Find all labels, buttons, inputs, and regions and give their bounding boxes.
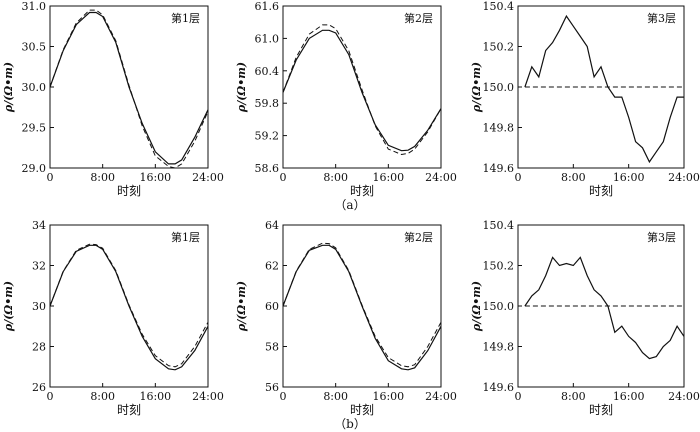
x-axis-label: 时刻 — [117, 184, 141, 198]
series-line-solid — [49, 244, 209, 371]
caption-a: （a） — [334, 198, 365, 212]
y-tick-label: 58.6 — [255, 162, 280, 175]
y-axis-label: ρ/(Ω•m) — [470, 62, 483, 113]
x-tick-label: 0 — [47, 171, 54, 184]
y-tick-label: 61.6 — [255, 0, 280, 13]
y-tick-label: 149.8 — [483, 122, 515, 135]
y-tick-label: 150.2 — [483, 260, 515, 273]
y-tick-label: 60 — [265, 300, 279, 313]
caption-b: （b） — [334, 417, 366, 431]
series-line-solid — [524, 14, 684, 164]
subplot-a-3: 149.6 149.8 150.0 150.2 150.4 0 8:00 16:00 24:00… — [470, 0, 700, 198]
x-tick-label: 24:00 — [668, 390, 700, 403]
y-tick-label: 30 — [32, 300, 46, 313]
x-tick-label: 24:00 — [192, 390, 224, 403]
y-tick-label: 59.8 — [255, 97, 280, 110]
x-tick-label: 8:00 — [323, 171, 348, 184]
y-tick-label: 58 — [265, 341, 279, 354]
x-tick-label: 16:00 — [613, 390, 645, 403]
y-tick-label: 62 — [265, 260, 279, 273]
layer-tag: 第1层 — [171, 11, 200, 25]
x-axis-label: 时刻 — [117, 403, 141, 417]
x-tick-label: 8:00 — [561, 390, 586, 403]
x-tick-label: 0 — [47, 390, 54, 403]
y-tick-label: 60.4 — [255, 65, 280, 78]
x-tick-label: 8:00 — [90, 390, 115, 403]
subplot-a-2: 58.6 59.2 59.8 60.4 61.0 61.6 0 8:00 16:00 24:00 第… — [235, 0, 457, 198]
x-tick-label: 8:00 — [90, 171, 115, 184]
x-axis-label: 时刻 — [350, 184, 374, 198]
series-line-dashed — [282, 24, 442, 156]
y-tick-label: 59.2 — [255, 130, 280, 143]
y-tick-label: 150.0 — [483, 300, 515, 313]
x-tick-label: 16:00 — [372, 171, 404, 184]
y-tick-label: 61.0 — [255, 32, 280, 45]
y-tick-label: 149.8 — [483, 341, 515, 354]
plot-frame — [282, 5, 442, 169]
y-tick-label: 32 — [32, 260, 46, 273]
x-tick-label: 16:00 — [372, 390, 404, 403]
y-tick-label: 28 — [32, 341, 46, 354]
y-tick-label: 64 — [265, 219, 279, 232]
y-tick-label: 150.0 — [483, 81, 515, 94]
series-line-dashed — [49, 243, 209, 368]
y-tick-label: 150.4 — [483, 219, 515, 232]
x-tick-label: 16:00 — [613, 171, 645, 184]
y-tick-label: 26 — [32, 381, 46, 394]
y-tick-label: 29.5 — [22, 122, 47, 135]
y-axis-label: ρ/(Ω•m) — [2, 281, 15, 332]
x-tick-label: 0 — [515, 390, 522, 403]
series-line-solid — [49, 11, 209, 165]
y-axis-label: ρ/(Ω•m) — [2, 62, 15, 113]
x-tick-label: 0 — [515, 171, 522, 184]
subplot-a-1: 29.0 29.5 30.0 30.5 31.0 0 8:00 16:00 24:00 第1层时刻… — [2, 0, 224, 198]
x-tick-label: 24:00 — [425, 171, 457, 184]
x-tick-label: 0 — [280, 390, 287, 403]
series-line-solid — [282, 244, 442, 371]
y-tick-label: 150.4 — [483, 0, 515, 13]
x-tick-label: 16:00 — [139, 171, 171, 184]
x-axis-label: 时刻 — [589, 184, 613, 198]
layer-tag: 第2层 — [404, 11, 433, 25]
y-tick-label: 30.0 — [22, 81, 47, 94]
y-axis-label: ρ/(Ω•m) — [235, 281, 248, 332]
y-tick-label: 150.2 — [483, 41, 515, 54]
y-tick-label: 29.0 — [22, 162, 47, 175]
y-tick-label: 31.0 — [22, 0, 47, 13]
x-tick-label: 24:00 — [192, 171, 224, 184]
layer-tag: 第3层 — [647, 230, 676, 244]
layer-tag: 第1层 — [171, 230, 200, 244]
subplot-b-3: 149.6 149.8 150.0 150.2 150.4 0 8:00 16:00 24:00… — [470, 219, 700, 417]
y-tick-label: 149.6 — [483, 162, 515, 175]
series-line-solid — [282, 29, 442, 152]
x-axis-label: 时刻 — [589, 403, 613, 417]
y-axis-label: ρ/(Ω•m) — [235, 62, 248, 113]
x-tick-label: 8:00 — [323, 390, 348, 403]
y-tick-label: 30.5 — [22, 41, 47, 54]
x-tick-label: 16:00 — [139, 390, 171, 403]
y-axis-label: ρ/(Ω•m) — [470, 281, 483, 332]
y-tick-label: 149.6 — [483, 381, 515, 394]
y-tick-label: 56 — [265, 381, 279, 394]
x-tick-label: 0 — [280, 171, 287, 184]
layer-tag: 第2层 — [404, 230, 433, 244]
y-tick-label: 34 — [32, 219, 46, 232]
x-tick-label: 8:00 — [561, 171, 586, 184]
series-line-dashed — [282, 242, 442, 368]
series-line-dashed — [49, 9, 209, 169]
x-axis-label: 时刻 — [350, 403, 374, 417]
x-tick-label: 24:00 — [425, 390, 457, 403]
layer-tag: 第3层 — [647, 11, 676, 25]
series-line-solid — [524, 256, 685, 360]
x-tick-label: 24:00 — [668, 171, 700, 184]
